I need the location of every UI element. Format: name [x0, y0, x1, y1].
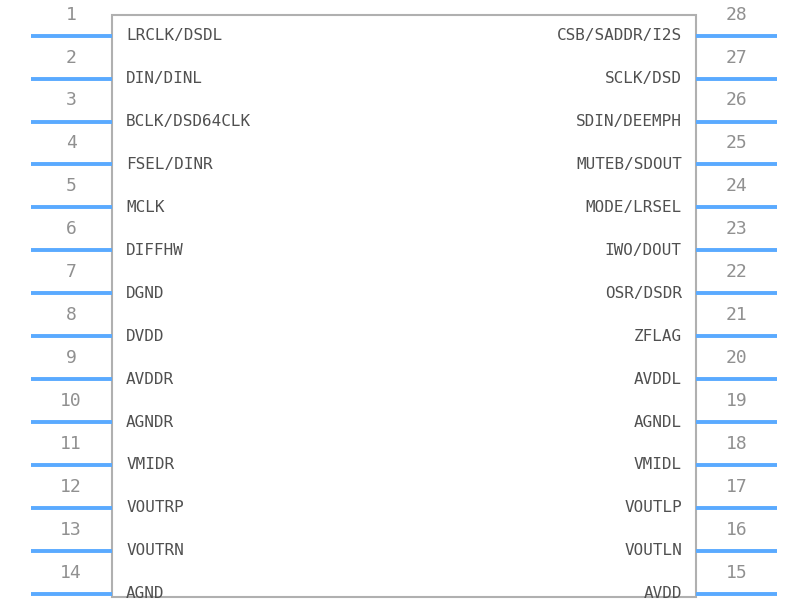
Text: VOUTLN: VOUTLN: [624, 543, 682, 558]
Text: VMIDR: VMIDR: [126, 458, 175, 472]
Text: 27: 27: [726, 48, 747, 67]
Text: 11: 11: [61, 435, 82, 453]
Text: VMIDL: VMIDL: [633, 458, 682, 472]
Text: 26: 26: [726, 92, 747, 110]
Text: CSB/SADDR/I2S: CSB/SADDR/I2S: [557, 28, 682, 43]
Text: MCLK: MCLK: [126, 200, 165, 215]
Text: OSR/DSDR: OSR/DSDR: [605, 286, 682, 300]
Text: AVDDR: AVDDR: [126, 371, 175, 387]
Text: 13: 13: [61, 521, 82, 539]
Text: MODE/LRSEL: MODE/LRSEL: [586, 200, 682, 215]
Text: VOUTRP: VOUTRP: [126, 501, 184, 515]
Text: 1: 1: [65, 6, 77, 24]
Text: 9: 9: [65, 349, 77, 367]
Text: 16: 16: [726, 521, 747, 539]
Text: VOUTLP: VOUTLP: [624, 501, 682, 515]
Text: VOUTRN: VOUTRN: [126, 543, 184, 558]
Text: AGND: AGND: [126, 586, 165, 602]
Text: 21: 21: [726, 306, 747, 324]
Text: IWO/DOUT: IWO/DOUT: [605, 243, 682, 258]
Text: FSEL/DINR: FSEL/DINR: [126, 157, 213, 172]
Text: 3: 3: [65, 92, 77, 110]
Text: 28: 28: [726, 6, 747, 24]
Text: AVDD: AVDD: [643, 586, 682, 602]
Text: DIFFHW: DIFFHW: [126, 243, 184, 258]
Text: 17: 17: [726, 478, 747, 496]
Text: 15: 15: [726, 564, 747, 582]
Text: 12: 12: [61, 478, 82, 496]
Text: 4: 4: [65, 135, 77, 152]
Text: DVDD: DVDD: [126, 329, 165, 344]
Text: 18: 18: [726, 435, 747, 453]
Text: ZFLAG: ZFLAG: [633, 329, 682, 344]
Text: 22: 22: [726, 263, 747, 282]
Text: SCLK/DSD: SCLK/DSD: [605, 71, 682, 86]
Text: BCLK/DSD64CLK: BCLK/DSD64CLK: [126, 114, 251, 129]
Text: DGND: DGND: [126, 286, 165, 300]
Text: 25: 25: [726, 135, 747, 152]
Text: 23: 23: [726, 220, 747, 238]
Bar: [112, 15, 696, 597]
Text: SDIN/DEEMPH: SDIN/DEEMPH: [576, 114, 682, 129]
Text: 20: 20: [726, 349, 747, 367]
Text: 19: 19: [726, 392, 747, 410]
Text: 8: 8: [65, 306, 77, 324]
Text: AGNDR: AGNDR: [126, 414, 175, 430]
Text: 5: 5: [65, 177, 77, 195]
Text: 10: 10: [61, 392, 82, 410]
Text: DIN/DINL: DIN/DINL: [126, 71, 203, 86]
Text: 2: 2: [65, 48, 77, 67]
Text: AVDDL: AVDDL: [633, 371, 682, 387]
Text: LRCLK/DSDL: LRCLK/DSDL: [126, 28, 222, 43]
Text: 24: 24: [726, 177, 747, 195]
Text: AGNDL: AGNDL: [633, 414, 682, 430]
Text: 14: 14: [61, 564, 82, 582]
Text: 6: 6: [65, 220, 77, 238]
Text: 7: 7: [65, 263, 77, 282]
Text: MUTEB/SDOUT: MUTEB/SDOUT: [576, 157, 682, 172]
